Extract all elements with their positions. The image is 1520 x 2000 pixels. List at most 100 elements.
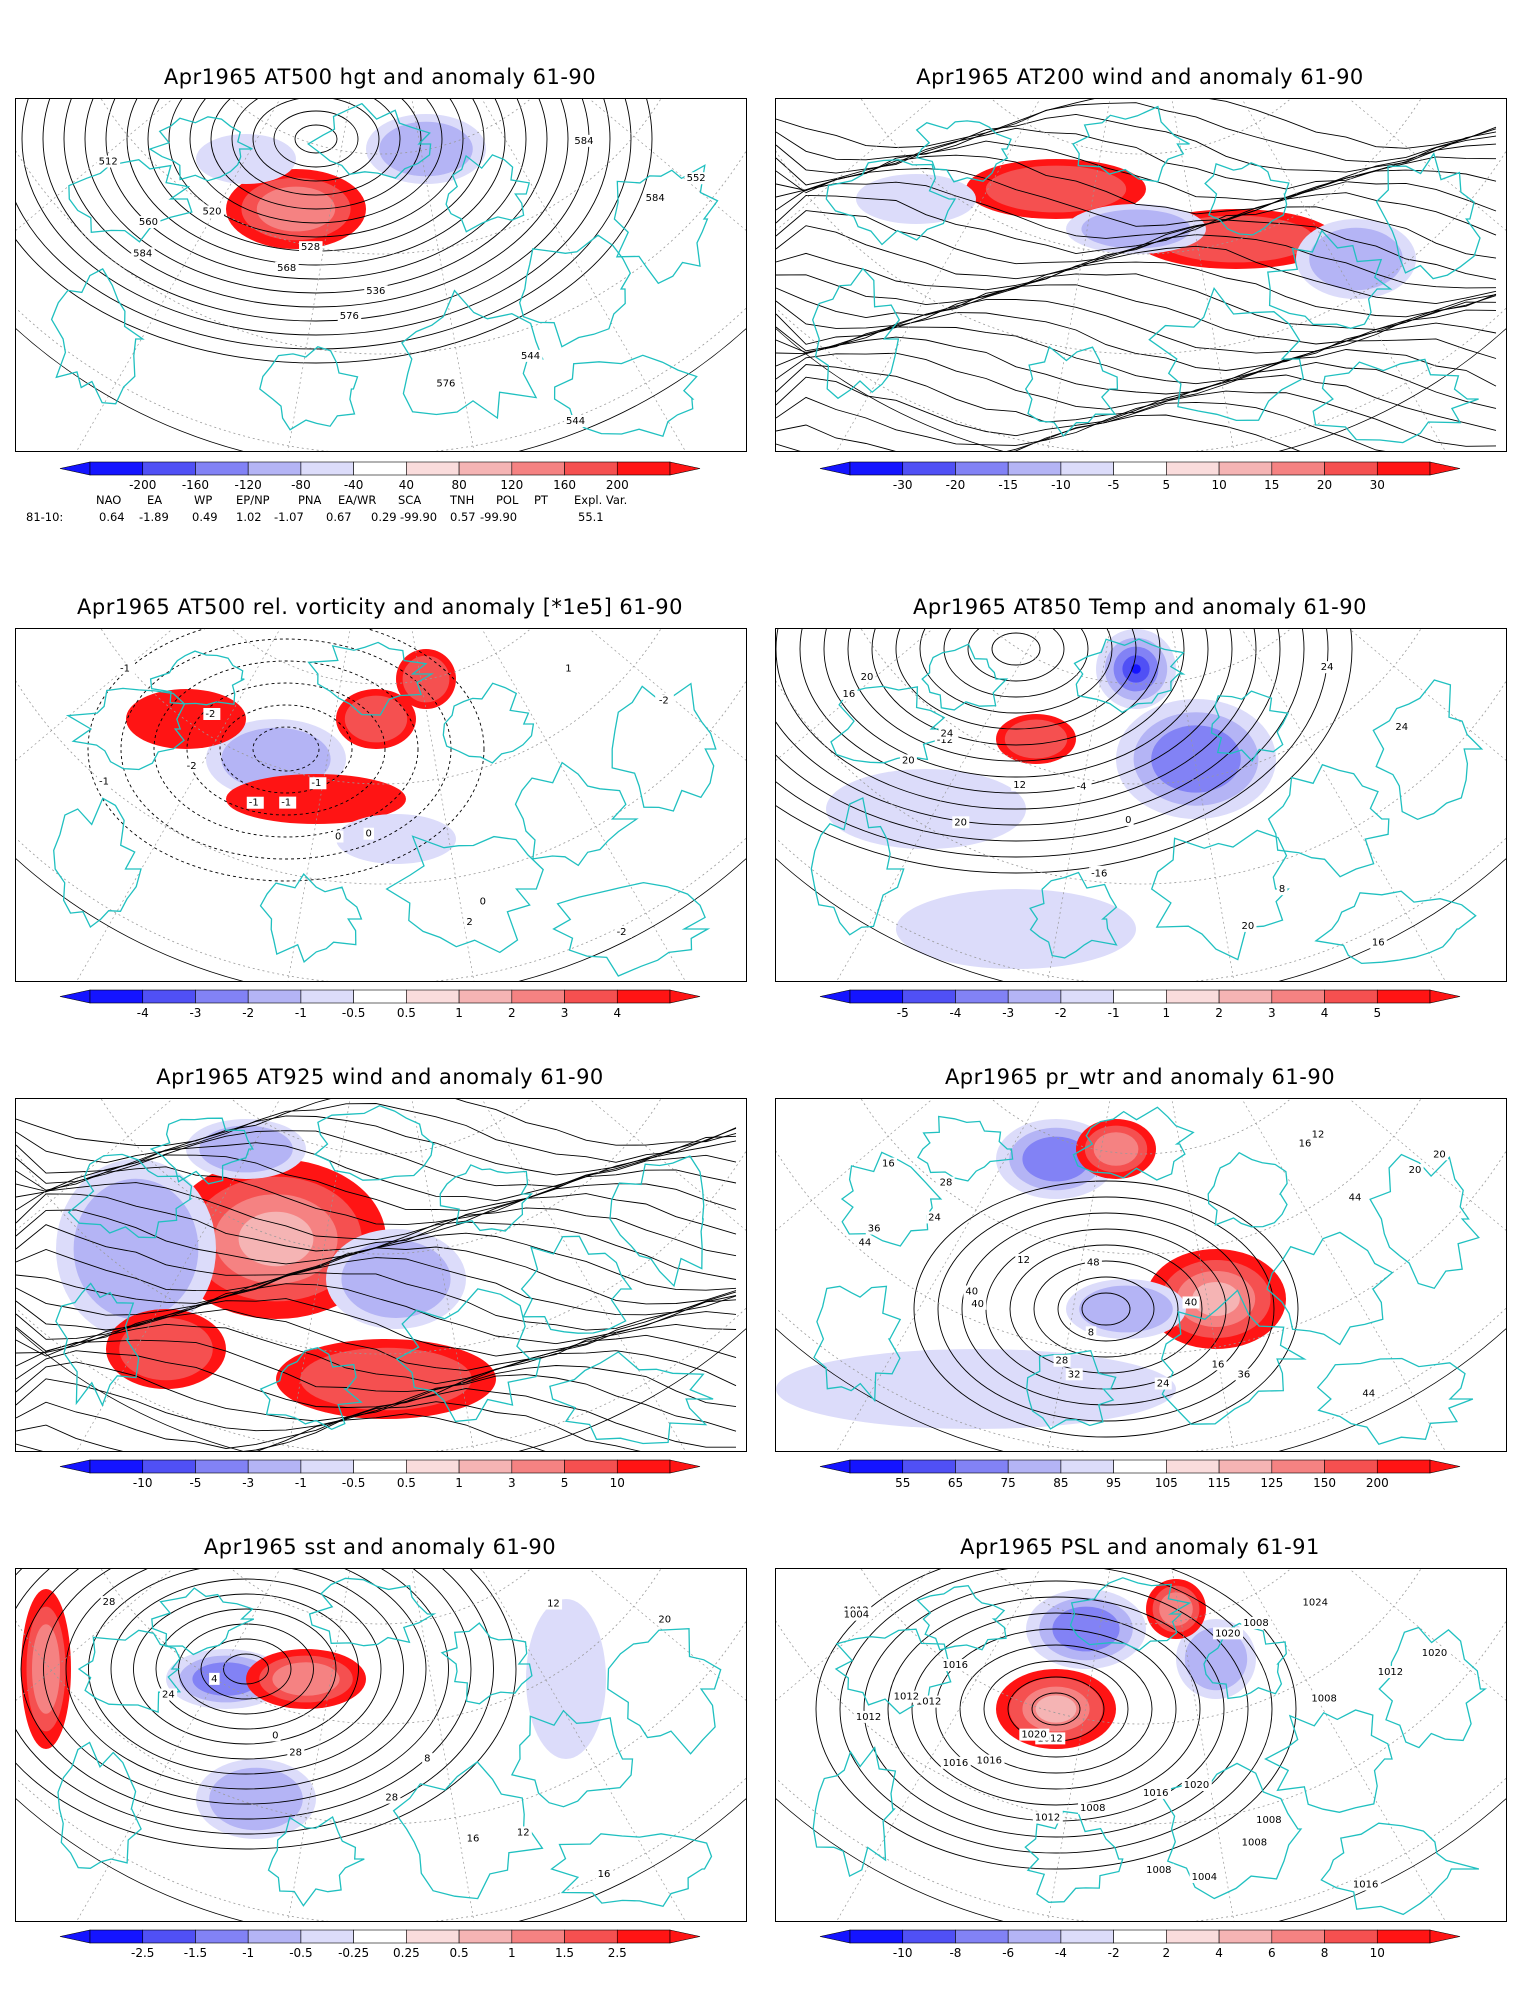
colorbar-tick-label: 115 (1207, 1476, 1231, 1490)
colorbar-cell (1060, 989, 1114, 1004)
contour-label-bg (974, 1754, 1005, 1767)
contour-label: 44 (1349, 1193, 1362, 1204)
colorbar-cell (1324, 989, 1378, 1004)
contour-label-bg (464, 915, 475, 928)
colorbar-cell (1271, 989, 1325, 1004)
anomaly-blob (1022, 1136, 1090, 1182)
colorbar-cell (300, 1459, 354, 1474)
coastlines (812, 1577, 1488, 1916)
colorbar-tick-label: 2 (1162, 1946, 1171, 1960)
index-header: POL (496, 493, 519, 507)
colorbar-cell (142, 989, 196, 1004)
colorbar-tick-label: 1 (455, 1006, 463, 1020)
graticule (16, 1099, 746, 1451)
anomaly-blob (209, 1767, 303, 1831)
anomaly-blob (226, 774, 406, 824)
colorbar-cell (1007, 989, 1062, 1004)
colorbar-cell (616, 1929, 671, 1944)
colorbar-tick-label: 95 (1105, 1476, 1122, 1490)
index-header: Expl. Var. (574, 493, 628, 507)
colorbar-tick-label: 30 (1369, 478, 1385, 492)
contour-label-bg (1032, 1811, 1063, 1824)
contour-label: 1020 (1422, 1648, 1447, 1659)
map-plot: 1628484036442024128161220364028241644444… (776, 1099, 1506, 1451)
contour-label: 16 (842, 689, 855, 700)
colorbar-tick-label: -8 (949, 1946, 962, 1960)
colorbar-tick-label: -20 (945, 478, 966, 492)
colorbar-tick-label: 4 (1215, 1946, 1223, 1960)
contour-label-bg (200, 205, 224, 218)
colorbar-arrow-low (59, 1459, 91, 1474)
colorbar-cell (1218, 1459, 1273, 1474)
contour-label: 24 (940, 728, 953, 739)
colorbar-cell (849, 989, 904, 1004)
contour-label-bg (656, 1613, 674, 1626)
colorbar-cell (849, 1929, 904, 1944)
contour-label: -1 (249, 798, 259, 809)
colorbar-tick-label: 200 (1365, 1476, 1389, 1490)
colorbar-tick-label: 5 (1162, 478, 1171, 492)
contour-label: 24 (1395, 722, 1408, 733)
contour-label-bg (938, 727, 956, 740)
colorbar-tick-label: 4 (613, 1006, 622, 1020)
colorbar-tick-label: 3 (1267, 1006, 1276, 1020)
colorbar: -200 -160 -120 -80 -40 40 80 120 160 200 (59, 461, 701, 502)
coastlines (813, 1106, 1480, 1445)
colorbar-cell (300, 461, 354, 476)
contour-label-bg (1144, 1863, 1175, 1876)
anomaly-blob (1079, 1285, 1173, 1333)
graticule (16, 99, 746, 451)
colorbar-tick-label: 0.5 (396, 1476, 416, 1490)
contour-label: -2 (617, 927, 627, 938)
colorbar-cell (458, 461, 513, 476)
contour-label: 1020 (1021, 1730, 1046, 1741)
colorbar-tick-label: -2 (242, 1006, 255, 1020)
colorbar-tick-label: -0.5 (289, 1946, 313, 1960)
contour-label-bg (209, 1672, 220, 1685)
contour-label-bg (184, 760, 202, 773)
anomaly-blob (1184, 1627, 1248, 1691)
map-frame (775, 98, 1507, 452)
colorbar-tick-label: 1 (507, 1946, 516, 1960)
contour-label-bg (1241, 1616, 1272, 1629)
graticule (16, 1569, 746, 1921)
contour-label: 1020 (1215, 1628, 1240, 1639)
colorbar-tick-label: -4 (1054, 1946, 1067, 1960)
contour-label: -4 (1077, 781, 1087, 792)
colorbar-arrow-low (819, 1929, 851, 1944)
colorbar-cell (955, 461, 1009, 476)
colorbar-cell (353, 1929, 407, 1944)
colorbar-tick-label: -5 (189, 1476, 202, 1490)
contour-label: 32 (1068, 1369, 1081, 1380)
anomaly-blob (300, 1347, 472, 1411)
anomaly-blob (402, 655, 450, 703)
graticule (776, 99, 1506, 451)
contour-label-bg (572, 134, 596, 147)
contour-label-bg (841, 1608, 872, 1621)
contour-label: -2 (659, 696, 669, 707)
contour-label: 584 (574, 136, 593, 147)
anomaly-shading (826, 629, 1276, 969)
colorbar-tick-label: 80 (451, 478, 467, 492)
index-value: -99.90 (480, 510, 518, 524)
contour-label-bg (856, 1236, 874, 1249)
colorbar-arrow-high (669, 1929, 701, 1944)
contour-label-bg (858, 670, 876, 683)
contour-label-bg (1065, 1368, 1083, 1381)
contour-label: 1020 (1184, 1780, 1209, 1791)
contour-label-bg (1254, 1814, 1285, 1827)
colorbar-cell (1218, 461, 1273, 476)
colorbar-cell (1166, 1929, 1220, 1944)
colorbar-tick-label: 5 (560, 1476, 569, 1490)
colorbar-cell (955, 1929, 1009, 1944)
contour-label-bg (595, 1867, 613, 1880)
anomaly-blob (1035, 1695, 1077, 1723)
colorbar-cell (511, 1459, 565, 1474)
contour-label-bg (926, 1211, 944, 1224)
colorbar-cell (564, 1929, 618, 1944)
contour-label: 36 (868, 1224, 881, 1235)
colorbar-cell (406, 989, 460, 1004)
contour-label-bg (656, 694, 674, 707)
map-plot: 1012101610121020100810161004101210201016… (776, 1569, 1506, 1921)
contour-label-bg (1318, 661, 1336, 674)
